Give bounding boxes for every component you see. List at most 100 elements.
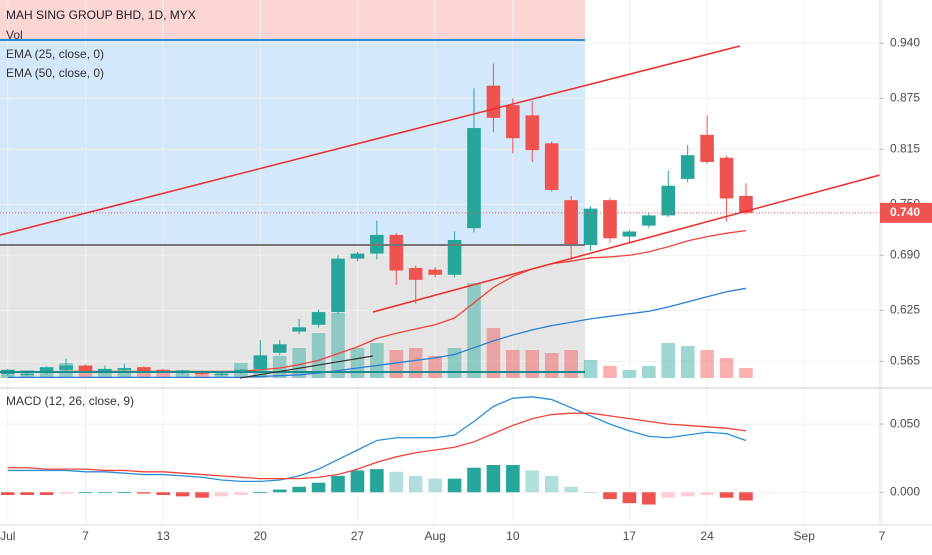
histogram-bar <box>195 492 209 498</box>
histogram-bar <box>642 492 656 505</box>
volume-bar <box>603 366 617 378</box>
candle-body <box>680 155 695 179</box>
last-price-label: 0.740 <box>890 205 920 219</box>
legend-entry: EMA (50, close, 0) <box>6 66 104 80</box>
histogram-bar <box>544 475 559 493</box>
volume-bar <box>661 343 676 378</box>
x-tick-label: Sep <box>794 529 816 543</box>
histogram-bar <box>98 492 112 494</box>
x-tick-label: 27 <box>351 529 365 543</box>
candle-body <box>525 115 540 151</box>
drawings: MAH SING GROUP BHD, 1D, MYX Vol EMA (25,… <box>0 0 932 543</box>
volume-bar <box>350 348 365 378</box>
x-tick-label: 17 <box>623 529 637 543</box>
histogram-bar <box>350 470 365 493</box>
volume-bar <box>506 350 520 378</box>
histogram-bar <box>39 492 54 495</box>
candle-body <box>661 185 676 216</box>
trend-line <box>372 174 881 313</box>
histogram-bar <box>214 492 229 497</box>
volume-bar <box>467 283 481 378</box>
x-tick-label: 10 <box>506 529 520 543</box>
line <box>7 412 747 480</box>
volume-bar <box>700 350 714 378</box>
volume-bar <box>486 328 501 378</box>
x-tick-label: 7 <box>82 529 89 543</box>
histogram-bar <box>370 469 384 493</box>
drawings-back <box>0 0 585 378</box>
candle-body <box>408 267 423 280</box>
volume-bar <box>292 348 306 378</box>
line <box>7 287 747 379</box>
x-tick-label: Aug <box>424 529 445 543</box>
x-tick-label: 13 <box>156 529 170 543</box>
histogram-bar <box>292 486 306 493</box>
histogram-bar <box>20 492 34 495</box>
x-tick-label: 7 <box>879 529 886 543</box>
volume-bar <box>564 350 578 378</box>
histogram-bar <box>253 492 268 494</box>
candle-body <box>506 105 520 139</box>
grid <box>0 0 883 525</box>
histogram-bar <box>234 492 248 495</box>
candle-body <box>544 143 559 190</box>
candle-body <box>253 355 268 369</box>
histogram-bar <box>525 470 540 493</box>
candle-body <box>622 231 637 237</box>
y-tick-label: 0.940 <box>890 35 920 49</box>
volume-bar <box>370 343 384 378</box>
histogram-bar <box>156 492 170 495</box>
legend-entry: EMA (25, close, 0) <box>6 47 104 61</box>
volume-bar <box>311 333 326 378</box>
histogram-bar <box>564 486 578 493</box>
volume-bar <box>544 353 559 378</box>
histogram-bar <box>680 492 695 497</box>
volume-bar <box>680 346 695 378</box>
histogram-bar <box>447 478 462 493</box>
volume-bar <box>525 350 540 378</box>
volume-bar <box>408 348 423 378</box>
volume-bar <box>642 366 656 378</box>
candle-body <box>59 365 73 370</box>
y-tick-label: 0.050 <box>890 416 920 430</box>
histogram-bar <box>719 492 734 498</box>
candle-body <box>564 200 578 246</box>
histogram-bar <box>389 471 404 493</box>
volume-bar <box>136 370 151 378</box>
candle-body <box>486 85 501 118</box>
histogram-bar <box>622 492 637 504</box>
histogram-bar <box>136 492 151 494</box>
histogram-bar <box>583 492 598 494</box>
candle-body <box>292 327 306 332</box>
histogram-bar <box>700 492 714 495</box>
histogram-bar <box>428 478 442 493</box>
volume-bar <box>156 372 170 378</box>
histogram-bar <box>78 492 93 494</box>
candle-body <box>700 134 714 162</box>
x-tick-label: Jul <box>0 529 15 543</box>
marks <box>0 63 880 505</box>
y-tick-label: 0.690 <box>890 247 920 261</box>
x-tick-label: 24 <box>700 529 714 543</box>
histogram-bar <box>311 482 326 493</box>
histogram-bar <box>0 492 15 495</box>
candle-body <box>156 369 170 372</box>
histogram-bar <box>506 465 520 493</box>
trend-line <box>0 45 741 236</box>
volume-bar <box>175 370 190 378</box>
candle-body <box>739 195 753 213</box>
histogram-bar <box>117 492 132 494</box>
histogram-bar <box>59 492 73 494</box>
candle-body <box>389 234 404 271</box>
y-tick-label: 0.815 <box>890 141 920 155</box>
y-tick-label: 0.565 <box>890 353 920 367</box>
candle-body <box>214 373 229 375</box>
volume-bar <box>195 372 209 378</box>
chart-title: MAH SING GROUP BHD, 1D, MYX <box>6 8 196 22</box>
last-price-tag <box>880 202 932 223</box>
histogram-bar <box>175 492 190 497</box>
zone-gray <box>0 245 585 378</box>
candle-body <box>603 200 617 239</box>
zone-pink <box>0 0 585 40</box>
